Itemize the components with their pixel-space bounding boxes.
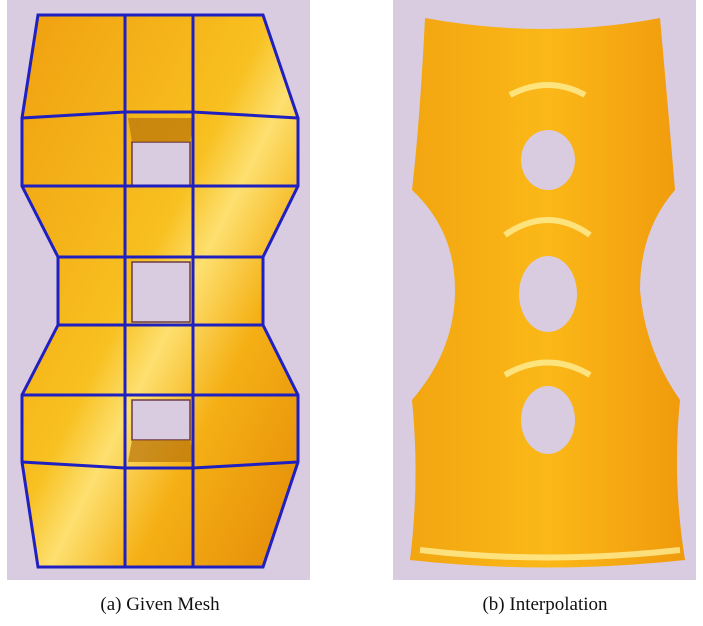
highlights (419, 82, 681, 561)
hole-walls (128, 118, 195, 462)
panel-b: (b) Interpolation (393, 0, 696, 615)
surface-holes (519, 130, 577, 454)
mesh-holes (131, 141, 191, 441)
panel-a: (a) Given Mesh (7, 0, 310, 615)
mesh-edges (21, 15, 299, 567)
caption: (b) Interpolation (482, 594, 608, 615)
caption: (a) Given Mesh (100, 594, 220, 615)
